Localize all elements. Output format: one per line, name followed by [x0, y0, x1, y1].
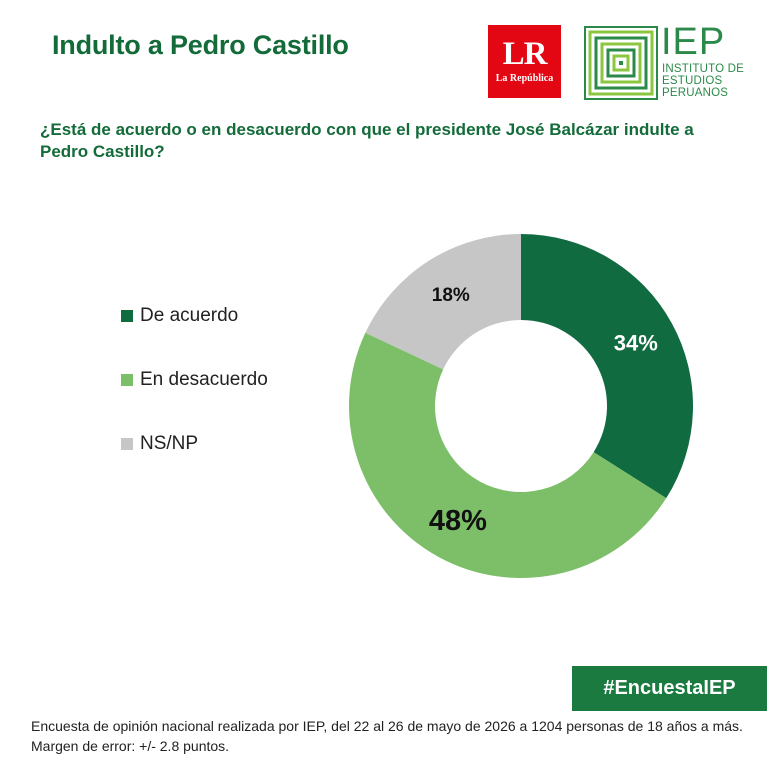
page-title: Indulto a Pedro Castillo [52, 30, 349, 60]
legend-item-en-desacuerdo: En desacuerdo [121, 368, 268, 392]
hashtag-badge: #EncuestaIEP [572, 666, 767, 711]
legend-item-ns-np: NS/NP [121, 432, 268, 456]
legend-label-de-acuerdo: De acuerdo [140, 305, 239, 326]
legend-swatch-ns-np [121, 438, 133, 450]
iep-logo-word: IEP [661, 21, 726, 63]
slice-label-ns-np: 18% [432, 285, 470, 306]
iep-logo-line-3: PERUANOS [662, 87, 729, 99]
iep-logo-icon [584, 26, 658, 100]
chart-legend: De acuerdo En desacuerdo NS/NP [121, 304, 268, 496]
legend-label-ns-np: NS/NP [140, 433, 199, 454]
legend-label-en-desacuerdo: En desacuerdo [140, 369, 268, 390]
donut-slice-de-acuerdo [521, 234, 693, 499]
slice-label-de-acuerdo: 34% [614, 330, 658, 355]
legend-swatch-de-acuerdo [121, 310, 133, 322]
survey-footnote: Encuesta de opinión nacional realizada p… [31, 718, 743, 754]
donut-slice-ns-np [365, 234, 521, 370]
legend-item-de-acuerdo: De acuerdo [121, 304, 268, 328]
survey-question: ¿Está de acuerdo o en desacuerdo con que… [40, 120, 694, 161]
lr-logo-name: La República [495, 73, 554, 84]
slice-label-en-desacuerdo: 48% [429, 505, 487, 537]
la-republica-logo: LR La República [488, 25, 561, 98]
iep-logo-subtitle: INSTITUTO DE ESTUDIOS PERUANOS [662, 63, 744, 99]
lr-logo-letters: LR [502, 36, 548, 72]
iep-logo-line-2: ESTUDIOS [662, 75, 723, 87]
legend-swatch-en-desacuerdo [121, 374, 133, 386]
iep-logo-line-1: INSTITUTO DE [662, 63, 745, 75]
donut-slice-en-desacuerdo [348, 332, 667, 579]
